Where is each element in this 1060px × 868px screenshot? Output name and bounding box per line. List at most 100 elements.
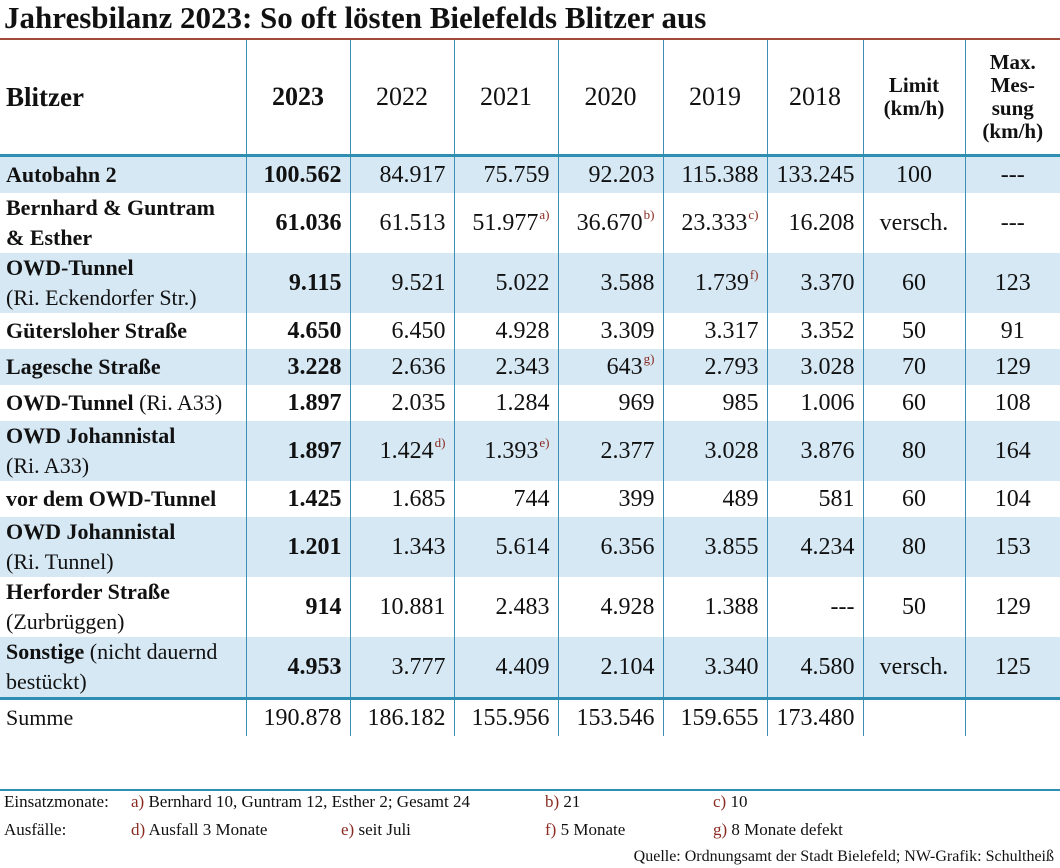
value: 4.234 xyxy=(800,533,855,560)
value-cell-2019: 985 xyxy=(662,385,767,421)
footnote-f: f) 5 Monate xyxy=(545,820,625,840)
value-cell-2023: 9.115 xyxy=(245,253,350,313)
footnote-e: e) seit Juli xyxy=(341,820,411,840)
sum-value-2021: 155.956 xyxy=(453,700,558,736)
header-limit-line2: (km/h) xyxy=(883,96,945,120)
blitzer-name: OWD Johannistal xyxy=(6,423,176,448)
header-max-line3: sung xyxy=(991,96,1034,120)
blitzer-name-line2: & Esther xyxy=(6,225,93,250)
value: 1.006 xyxy=(800,389,855,416)
table-row: Sonstige (nicht dauernd bestückt) 4.953 3.7… xyxy=(0,637,1060,697)
value: 643 xyxy=(606,353,643,380)
value-cell-2023: 100.562 xyxy=(245,157,350,193)
limit-cell: 60 xyxy=(862,385,965,421)
value-cell-2022: 1.343 xyxy=(349,517,454,577)
footnote-ref: a) xyxy=(539,206,550,222)
blitzer-name-cell: Herforder Straße (Zurbrüggen) xyxy=(0,577,246,637)
value-cell-2023: 3.228 xyxy=(245,349,350,385)
value-cell-2023: 1.201 xyxy=(245,517,350,577)
footnote-ref: f) xyxy=(749,266,759,282)
value-cell-2021: 2.483 xyxy=(453,577,558,637)
footnote-d-text: Ausfall 3 Monate xyxy=(145,820,268,839)
footnote-c: c) 10 xyxy=(713,792,747,812)
limit-cell: versch. xyxy=(862,193,965,253)
value-cell-2023: 61.036 xyxy=(245,193,350,253)
value-cell-2022: 1.685 xyxy=(349,481,454,517)
blitzer-name-cell: Gütersloher Straße xyxy=(0,313,246,349)
header-blitzer: Blitzer xyxy=(6,81,84,112)
value: 61.513 xyxy=(379,209,446,236)
footnote-e-mark: e) xyxy=(341,820,355,839)
header-max-line2: Mes- xyxy=(990,73,1035,97)
value: 4.928 xyxy=(600,593,655,620)
value-cell-2021: 5.022 xyxy=(453,253,558,313)
header-year-2022: 2022 xyxy=(349,40,454,154)
max-cell: --- xyxy=(964,157,1060,193)
blitzer-name: Herforder Straße xyxy=(6,579,170,604)
value: 51.977 xyxy=(472,209,539,236)
max-cell: --- xyxy=(964,193,1060,253)
table-row: OWD-Tunnel (Ri. A33) 1.897 2.035 1.284 969 98… xyxy=(0,385,1060,421)
blitzer-name-cell: OWD Johannistal (Ri. Tunnel) xyxy=(0,517,246,577)
value: 2.343 xyxy=(495,353,550,380)
header-max-line1: Max. xyxy=(989,50,1036,74)
value: 23.333 xyxy=(681,209,748,236)
blitzer-name-line1: Sonstige (nicht dauernd xyxy=(6,637,246,667)
footnote-d-mark: d) xyxy=(131,820,146,839)
max-cell: 164 xyxy=(964,421,1060,481)
title-divider xyxy=(0,38,1060,40)
value-cell-2018: 16.208 xyxy=(766,193,863,253)
table-row: Bernhard & Guntram & Esther 61.036 61.513 51… xyxy=(0,193,1060,253)
value: 3.876 xyxy=(800,437,855,464)
value-cell-2021: 2.343 xyxy=(453,349,558,385)
page-title: Jahresbilanz 2023: So oft lösten Bielefe… xyxy=(4,0,707,35)
blitzer-name-line1: vor dem OWD-Tunnel xyxy=(6,484,246,514)
value: 1.424 xyxy=(379,437,434,464)
footnote-d: d) Ausfall 3 Monate xyxy=(131,820,267,840)
value: 581 xyxy=(818,485,855,512)
blitzer-name-line2: (Ri. Eckendorfer Str.) xyxy=(6,285,197,310)
value-cell-2019: 3.317 xyxy=(662,313,767,349)
value-cell-2018: 4.580 xyxy=(766,637,863,697)
limit-cell: 80 xyxy=(862,517,965,577)
limit-cell: 50 xyxy=(862,577,965,637)
value: 6.356 xyxy=(600,533,655,560)
max-cell: 129 xyxy=(964,349,1060,385)
blitzer-name: Sonstige xyxy=(6,639,85,664)
limit-cell: 60 xyxy=(862,481,965,517)
value: 100.562 xyxy=(263,161,342,188)
blitzer-name-cell: OWD-Tunnel (Ri. A33) xyxy=(0,385,246,421)
value-cell-2021: 4.928 xyxy=(453,313,558,349)
blitzer-name: Autobahn 2 xyxy=(6,162,117,187)
footnote-g-mark: g) xyxy=(713,820,728,839)
value: 3.317 xyxy=(704,317,759,344)
footnote-ref: e) xyxy=(539,434,550,450)
value: 133.245 xyxy=(776,161,855,188)
value-cell-2023: 4.650 xyxy=(245,313,350,349)
value: 744 xyxy=(513,485,550,512)
value: 1.388 xyxy=(704,593,759,620)
value-cell-2023: 914 xyxy=(245,577,350,637)
value-cell-2021: 75.759 xyxy=(453,157,558,193)
value-cell-2022: 9.521 xyxy=(349,253,454,313)
blitzer-name-cell: OWD-Tunnel (Ri. Eckendorfer Str.) xyxy=(0,253,246,313)
blitzer-name: Lagesche Straße xyxy=(6,354,161,379)
blitzer-name-cell: Autobahn 2 xyxy=(0,157,246,193)
blitzer-name-line1: Herforder Straße xyxy=(6,577,246,607)
table-row: Lagesche Straße 3.228 2.636 2.343 643g) 2.793… xyxy=(0,349,1060,385)
value-cell-2019: 23.333c) xyxy=(662,193,767,253)
value: 5.022 xyxy=(495,269,550,296)
value-cell-2019: 3.340 xyxy=(662,637,767,697)
value-cell-2018: 133.245 xyxy=(766,157,863,193)
footnote-g-text: 8 Monate defekt xyxy=(727,820,843,839)
limit-cell: 60 xyxy=(862,253,965,313)
blitzer-name-line1: OWD Johannistal xyxy=(6,421,246,451)
header-max-line4: (km/h) xyxy=(982,119,1044,143)
value: 2.793 xyxy=(704,353,759,380)
value: 84.917 xyxy=(379,161,446,188)
value-cell-2018: --- xyxy=(766,577,863,637)
value-cell-2020: 3.588 xyxy=(557,253,663,313)
sum-row: Summe 190.878 186.182 155.956 153.546 159.655… xyxy=(0,700,1060,736)
sum-limit-empty xyxy=(862,700,965,736)
table-row: Gütersloher Straße 4.650 6.450 4.928 3.309 3.… xyxy=(0,313,1060,349)
